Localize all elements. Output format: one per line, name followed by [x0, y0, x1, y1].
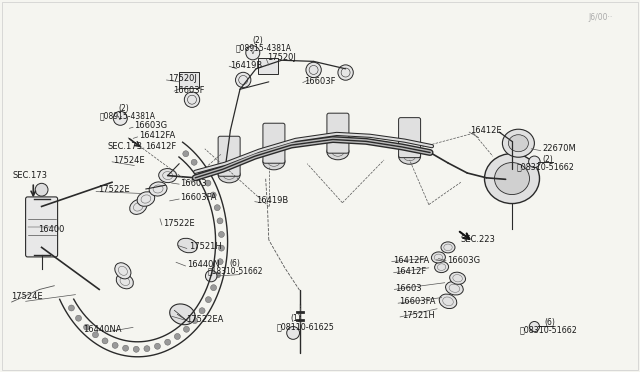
- Circle shape: [133, 346, 140, 352]
- Circle shape: [332, 127, 344, 140]
- Circle shape: [191, 159, 197, 165]
- Text: (6): (6): [229, 259, 240, 268]
- Ellipse shape: [159, 169, 177, 183]
- Circle shape: [529, 321, 540, 332]
- Circle shape: [403, 131, 416, 144]
- Circle shape: [174, 333, 180, 340]
- Text: 17521H: 17521H: [189, 242, 221, 251]
- Circle shape: [112, 342, 118, 349]
- Circle shape: [184, 92, 200, 108]
- Circle shape: [268, 137, 280, 150]
- Text: SEC.223: SEC.223: [461, 235, 495, 244]
- Circle shape: [123, 345, 129, 351]
- Circle shape: [205, 296, 211, 303]
- Circle shape: [192, 318, 198, 324]
- Text: 16419B: 16419B: [256, 196, 288, 205]
- Circle shape: [102, 338, 108, 344]
- FancyBboxPatch shape: [179, 72, 199, 88]
- Circle shape: [164, 339, 171, 345]
- Circle shape: [217, 259, 223, 265]
- Text: 16603F: 16603F: [304, 77, 335, 86]
- Circle shape: [198, 169, 205, 175]
- Text: 16419B: 16419B: [230, 61, 262, 70]
- Text: V: V: [118, 116, 122, 121]
- Circle shape: [154, 343, 161, 349]
- Text: 16603: 16603: [396, 284, 422, 293]
- Text: 16412F: 16412F: [145, 142, 177, 151]
- Ellipse shape: [439, 294, 457, 309]
- Text: 16603FA: 16603FA: [180, 193, 217, 202]
- FancyBboxPatch shape: [263, 123, 285, 163]
- Text: 16412FA: 16412FA: [393, 256, 429, 265]
- Ellipse shape: [435, 262, 449, 273]
- Ellipse shape: [502, 129, 534, 157]
- Text: 16603F: 16603F: [173, 86, 205, 94]
- Text: 17522E: 17522E: [98, 185, 129, 194]
- Circle shape: [218, 231, 225, 237]
- Ellipse shape: [116, 274, 133, 289]
- Ellipse shape: [399, 148, 420, 164]
- Text: 16412FA: 16412FA: [140, 131, 176, 140]
- FancyBboxPatch shape: [257, 58, 278, 74]
- Text: (2): (2): [118, 104, 129, 113]
- Ellipse shape: [431, 252, 445, 263]
- Ellipse shape: [178, 238, 197, 253]
- Text: J6/00··: J6/00··: [589, 13, 613, 22]
- Text: 17521H: 17521H: [402, 311, 435, 320]
- Text: Ⓜ08310-51662: Ⓜ08310-51662: [517, 162, 575, 171]
- Circle shape: [92, 332, 99, 338]
- Circle shape: [287, 327, 300, 339]
- Ellipse shape: [263, 154, 285, 170]
- Ellipse shape: [218, 167, 240, 183]
- Circle shape: [210, 192, 216, 198]
- Ellipse shape: [508, 135, 529, 152]
- Text: (2): (2): [543, 155, 554, 164]
- Text: 22670M: 22670M: [543, 144, 577, 153]
- Text: ⓒ08915-4381A: ⓒ08915-4381A: [236, 43, 292, 52]
- Circle shape: [214, 272, 221, 278]
- Text: (6): (6): [544, 318, 555, 327]
- Circle shape: [217, 218, 223, 224]
- Circle shape: [35, 183, 48, 196]
- Ellipse shape: [115, 263, 131, 279]
- Text: (1): (1): [290, 314, 301, 323]
- Ellipse shape: [130, 199, 147, 214]
- Circle shape: [529, 156, 540, 167]
- Text: (2): (2): [253, 36, 264, 45]
- Text: SEC.173: SEC.173: [13, 171, 48, 180]
- Ellipse shape: [445, 282, 463, 295]
- Ellipse shape: [484, 154, 540, 203]
- Text: Ⓦ08915-4381A: Ⓦ08915-4381A: [99, 112, 155, 121]
- Circle shape: [84, 324, 90, 330]
- Ellipse shape: [327, 144, 349, 160]
- FancyBboxPatch shape: [218, 136, 240, 176]
- Ellipse shape: [450, 272, 465, 284]
- Text: 16603FA: 16603FA: [399, 297, 436, 306]
- Text: 16603G: 16603G: [134, 121, 168, 130]
- Text: 17522EA: 17522EA: [186, 315, 223, 324]
- Ellipse shape: [137, 192, 155, 206]
- Circle shape: [205, 270, 217, 282]
- Circle shape: [306, 62, 321, 78]
- Circle shape: [76, 315, 81, 321]
- Text: SEC.173: SEC.173: [108, 142, 143, 151]
- Circle shape: [205, 180, 211, 186]
- FancyBboxPatch shape: [327, 113, 349, 153]
- Text: 16412E: 16412E: [470, 126, 502, 135]
- Text: Ⓜ18310-51662: Ⓜ18310-51662: [208, 266, 264, 275]
- Circle shape: [218, 245, 225, 251]
- Text: 16400: 16400: [38, 225, 65, 234]
- Text: 17524E: 17524E: [12, 292, 43, 301]
- Circle shape: [183, 151, 189, 157]
- Text: 16603: 16603: [180, 179, 207, 187]
- Circle shape: [211, 285, 216, 291]
- Text: 17524E: 17524E: [113, 156, 145, 165]
- Text: 16603G: 16603G: [447, 256, 480, 265]
- Ellipse shape: [113, 111, 127, 125]
- Text: Ⓜ08310-51662: Ⓜ08310-51662: [520, 326, 577, 335]
- Ellipse shape: [149, 182, 167, 196]
- FancyBboxPatch shape: [26, 197, 58, 257]
- Circle shape: [223, 150, 236, 163]
- Text: 17522E: 17522E: [163, 219, 195, 228]
